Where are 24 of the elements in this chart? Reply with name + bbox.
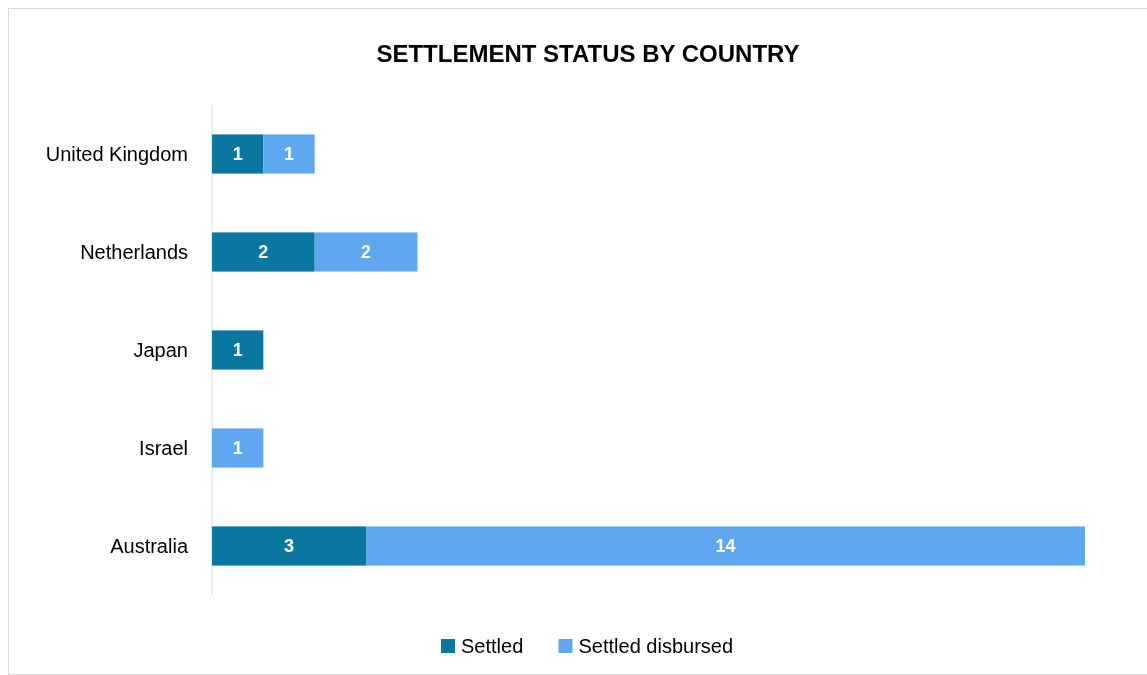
bar: [212, 526, 367, 566]
y-tick-label: Australia: [110, 535, 189, 557]
data-label: 2: [361, 242, 372, 263]
bar: [366, 526, 1085, 566]
bar: [212, 134, 264, 174]
legend-label: Settled: [461, 635, 524, 657]
y-tick-label: Japan: [133, 339, 188, 361]
data-label: 14: [715, 536, 736, 557]
data-label: 1: [232, 438, 243, 459]
data-label: 3: [284, 536, 295, 557]
bar: [314, 232, 418, 272]
y-tick-label: Israel: [139, 437, 188, 459]
y-tick-label: United Kingdom: [45, 143, 188, 165]
data-label: 1: [232, 340, 243, 361]
chart-title: SETTLEMENT STATUS BY COUNTRY: [376, 40, 800, 68]
legend-label: Settled disbursed: [578, 635, 734, 657]
data-label: 2: [258, 242, 269, 263]
bar: [212, 232, 315, 272]
bar: [212, 330, 264, 370]
y-tick-label: Netherlands: [80, 241, 188, 263]
data-label: 1: [232, 144, 243, 165]
data-label: 1: [284, 144, 295, 165]
bar: [263, 134, 315, 174]
bar: [212, 428, 264, 468]
